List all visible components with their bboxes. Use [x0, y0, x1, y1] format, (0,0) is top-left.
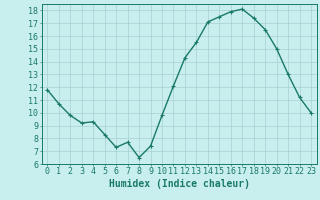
X-axis label: Humidex (Indice chaleur): Humidex (Indice chaleur) [109, 179, 250, 189]
